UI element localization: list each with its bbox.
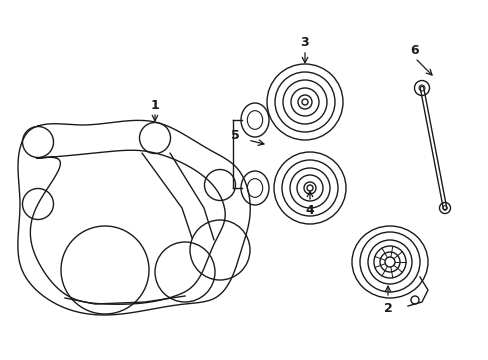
Text: 6: 6 [410,44,418,57]
Text: 1: 1 [150,99,159,112]
Text: 2: 2 [383,302,391,315]
Text: 5: 5 [230,129,239,141]
Text: 3: 3 [300,36,309,49]
Text: 4: 4 [305,203,314,216]
